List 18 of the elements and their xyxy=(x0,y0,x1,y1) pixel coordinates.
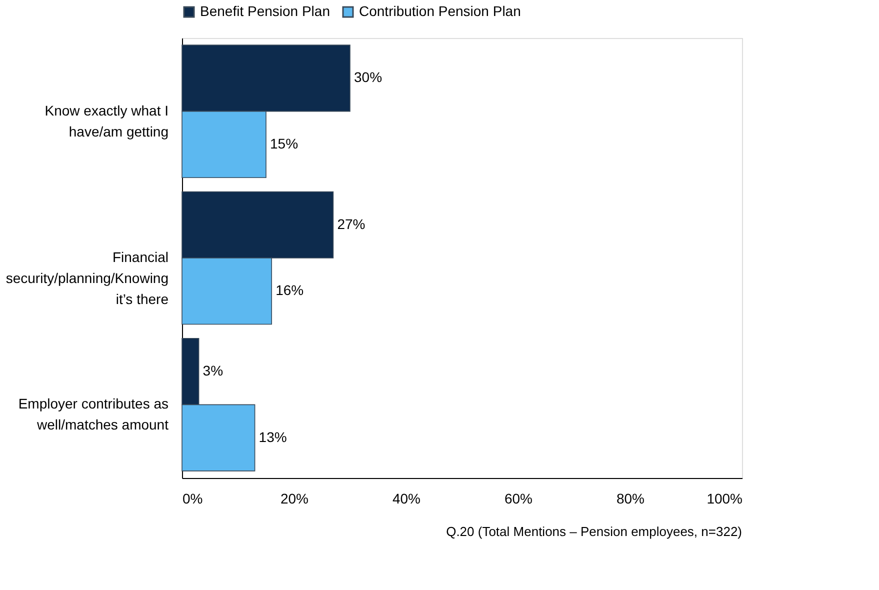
y-tick-label: Financial security/planning/Knowing it’s there xyxy=(6,249,169,307)
x-tick-label: 80% xyxy=(616,490,645,506)
data-label: 16% xyxy=(276,282,304,298)
data-label: 15% xyxy=(270,135,298,152)
x-tick-label: 0% xyxy=(182,490,203,506)
x-tick-label: 60% xyxy=(504,490,533,506)
data-label: 30% xyxy=(354,69,382,86)
y-tick-label: Employer contributes as well/matches amount xyxy=(18,396,169,433)
legend-label: Benefit Pension Plan xyxy=(200,3,330,19)
x-tick-label: 20% xyxy=(280,490,309,506)
x-tick-label: 40% xyxy=(392,490,421,506)
data-label: 27% xyxy=(337,216,366,232)
x-tick-label: 100% xyxy=(706,490,742,506)
legend-label: Contribution Pension Plan xyxy=(359,3,521,19)
y-tick-label: Know exactly what I have/am getting xyxy=(44,102,168,140)
data-label: 13% xyxy=(258,428,287,445)
data-label: 3% xyxy=(202,362,224,379)
text: Q.20 (Total Mentions – Pension employees, n=322) xyxy=(446,524,742,539)
